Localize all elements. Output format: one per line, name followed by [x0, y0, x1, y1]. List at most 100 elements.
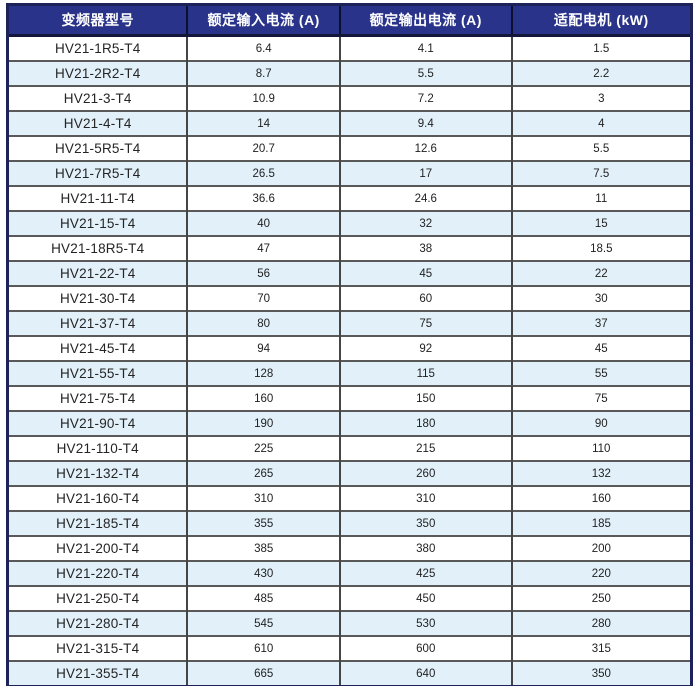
cell-input_current: 225 [187, 435, 341, 461]
cell-output_current: 425 [339, 560, 513, 586]
cell-input_current: 20.7 [187, 135, 341, 161]
cell-motor_power: 250 [511, 585, 690, 611]
cell-input_current: 94 [187, 335, 341, 361]
cell-motor_power: 45 [511, 335, 690, 361]
table-row: HV21-45-T4 94 92 45 [9, 335, 690, 361]
cell-model: HV21-185-T4 [9, 510, 189, 536]
table-row: HV21-37-T4 80 75 37 [9, 310, 690, 336]
cell-motor_power: 18.5 [511, 235, 690, 261]
cell-output_current: 75 [339, 310, 513, 336]
cell-motor_power: 315 [511, 635, 690, 661]
table-row: HV21-4-T4 14 9.4 4 [9, 110, 690, 136]
cell-model: HV21-30-T4 [9, 285, 189, 311]
cell-input_current: 40 [187, 210, 341, 236]
cell-output_current: 32 [339, 210, 513, 236]
cell-input_current: 355 [187, 510, 341, 536]
cell-output_current: 9.4 [339, 110, 513, 136]
cell-input_current: 14 [187, 110, 341, 136]
cell-input_current: 190 [187, 410, 341, 436]
table-row: HV21-90-T4 190 180 90 [9, 410, 690, 436]
cell-model: HV21-90-T4 [9, 410, 189, 436]
table-row: HV21-11-T4 36.6 24.6 11 [9, 185, 690, 211]
spec-table-body: HV21-1R5-T4 6.4 4.1 1.5 HV21-2R2-T4 8.7 5.5 2.2… [9, 35, 690, 685]
cell-input_current: 47 [187, 235, 341, 261]
col-header-output-current: 额定输出电流 (A) [339, 6, 513, 37]
table-row: HV21-200-T4 385 380 200 [9, 535, 690, 561]
cell-model: HV21-280-T4 [9, 610, 189, 636]
table-row: HV21-55-T4 128 115 55 [9, 360, 690, 386]
cell-motor_power: 160 [511, 485, 690, 511]
cell-input_current: 128 [187, 360, 341, 386]
cell-output_current: 4.1 [339, 35, 513, 61]
cell-motor_power: 30 [511, 285, 690, 311]
cell-output_current: 530 [339, 610, 513, 636]
cell-output_current: 380 [339, 535, 513, 561]
cell-model: HV21-15-T4 [9, 210, 189, 236]
cell-input_current: 610 [187, 635, 341, 661]
cell-model: HV21-1R5-T4 [9, 35, 189, 61]
cell-model: HV21-45-T4 [9, 335, 189, 361]
cell-output_current: 150 [339, 385, 513, 411]
cell-motor_power: 3 [511, 85, 690, 111]
table-row: HV21-110-T4 225 215 110 [9, 435, 690, 461]
cell-output_current: 38 [339, 235, 513, 261]
cell-output_current: 215 [339, 435, 513, 461]
cell-output_current: 45 [339, 260, 513, 286]
cell-output_current: 600 [339, 635, 513, 661]
cell-model: HV21-2R2-T4 [9, 60, 189, 86]
cell-motor_power: 200 [511, 535, 690, 561]
cell-model: HV21-132-T4 [9, 460, 189, 486]
cell-input_current: 665 [187, 660, 341, 685]
cell-motor_power: 15 [511, 210, 690, 236]
table-row: HV21-5R5-T4 20.7 12.6 5.5 [9, 135, 690, 161]
table-row: HV21-2R2-T4 8.7 5.5 2.2 [9, 60, 690, 86]
cell-model: HV21-315-T4 [9, 635, 189, 661]
cell-input_current: 8.7 [187, 60, 341, 86]
table-row: HV21-185-T4 355 350 185 [9, 510, 690, 536]
col-header-model: 变频器型号 [9, 6, 189, 37]
cell-output_current: 92 [339, 335, 513, 361]
cell-output_current: 640 [339, 660, 513, 685]
cell-motor_power: 185 [511, 510, 690, 536]
cell-motor_power: 75 [511, 385, 690, 411]
cell-model: HV21-220-T4 [9, 560, 189, 586]
cell-input_current: 385 [187, 535, 341, 561]
cell-model: HV21-250-T4 [9, 585, 189, 611]
cell-motor_power: 132 [511, 460, 690, 486]
cell-output_current: 7.2 [339, 85, 513, 111]
table-row: HV21-280-T4 545 530 280 [9, 610, 690, 636]
table-row: HV21-355-T4 665 640 350 [9, 660, 690, 685]
table-row: HV21-75-T4 160 150 75 [9, 385, 690, 411]
cell-input_current: 70 [187, 285, 341, 311]
cell-motor_power: 22 [511, 260, 690, 286]
cell-model: HV21-55-T4 [9, 360, 189, 386]
cell-input_current: 56 [187, 260, 341, 286]
cell-input_current: 26.5 [187, 160, 341, 186]
cell-output_current: 12.6 [339, 135, 513, 161]
table-row: HV21-18R5-T4 47 38 18.5 [9, 235, 690, 261]
cell-output_current: 24.6 [339, 185, 513, 211]
cell-motor_power: 55 [511, 360, 690, 386]
cell-output_current: 17 [339, 160, 513, 186]
cell-motor_power: 37 [511, 310, 690, 336]
cell-model: HV21-75-T4 [9, 385, 189, 411]
cell-input_current: 265 [187, 460, 341, 486]
cell-output_current: 450 [339, 585, 513, 611]
table-row: HV21-1R5-T4 6.4 4.1 1.5 [9, 35, 690, 61]
cell-model: HV21-160-T4 [9, 485, 189, 511]
cell-model: HV21-11-T4 [9, 185, 189, 211]
table-row: HV21-15-T4 40 32 15 [9, 210, 690, 236]
cell-output_current: 260 [339, 460, 513, 486]
cell-input_current: 545 [187, 610, 341, 636]
cell-motor_power: 220 [511, 560, 690, 586]
table-row: HV21-160-T4 310 310 160 [9, 485, 690, 511]
cell-motor_power: 1.5 [511, 35, 690, 61]
cell-input_current: 10.9 [187, 85, 341, 111]
cell-input_current: 485 [187, 585, 341, 611]
cell-output_current: 180 [339, 410, 513, 436]
table-row: HV21-22-T4 56 45 22 [9, 260, 690, 286]
cell-input_current: 430 [187, 560, 341, 586]
cell-model: HV21-5R5-T4 [9, 135, 189, 161]
cell-model: HV21-3-T4 [9, 85, 189, 111]
table-row: HV21-30-T4 70 60 30 [9, 285, 690, 311]
